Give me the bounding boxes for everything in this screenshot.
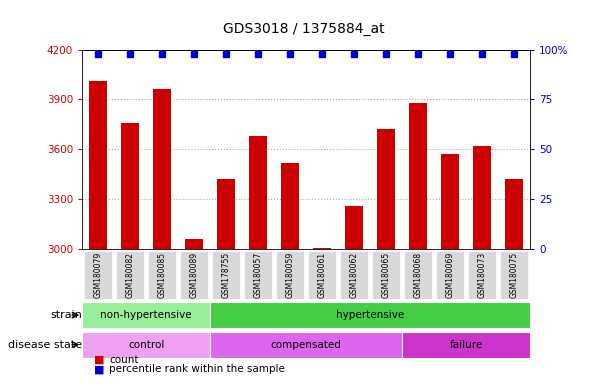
Text: GSM180085: GSM180085 <box>157 252 167 298</box>
FancyBboxPatch shape <box>276 251 304 299</box>
Text: failure: failure <box>449 339 483 350</box>
Text: GSM180082: GSM180082 <box>126 252 134 298</box>
Text: ■: ■ <box>94 364 105 374</box>
FancyBboxPatch shape <box>402 332 530 358</box>
Text: GSM180065: GSM180065 <box>382 252 391 298</box>
Text: control: control <box>128 339 164 350</box>
Point <box>189 50 199 56</box>
FancyBboxPatch shape <box>212 251 240 299</box>
FancyBboxPatch shape <box>340 251 368 299</box>
Text: strain: strain <box>50 310 82 320</box>
Text: GSM180069: GSM180069 <box>446 252 455 298</box>
Text: GSM178755: GSM178755 <box>221 252 230 298</box>
Text: GSM180089: GSM180089 <box>190 252 199 298</box>
Bar <box>441 154 459 249</box>
FancyBboxPatch shape <box>180 251 208 299</box>
Text: GSM180073: GSM180073 <box>478 252 486 298</box>
Text: GSM180068: GSM180068 <box>413 252 423 298</box>
Text: GSM180079: GSM180079 <box>94 252 103 298</box>
Point <box>285 50 295 56</box>
Bar <box>313 248 331 249</box>
FancyBboxPatch shape <box>372 251 400 299</box>
Point <box>510 50 519 56</box>
Bar <box>121 123 139 249</box>
Bar <box>474 146 491 249</box>
Bar <box>249 136 267 249</box>
Point <box>413 50 423 56</box>
Text: disease state: disease state <box>8 339 82 350</box>
Point <box>445 50 455 56</box>
Bar <box>505 179 523 249</box>
FancyBboxPatch shape <box>210 332 402 358</box>
FancyBboxPatch shape <box>244 251 272 299</box>
FancyBboxPatch shape <box>436 251 465 299</box>
FancyBboxPatch shape <box>116 251 144 299</box>
Bar <box>89 81 107 249</box>
FancyBboxPatch shape <box>82 302 210 328</box>
Text: ■: ■ <box>94 355 105 365</box>
Bar <box>345 206 363 249</box>
FancyBboxPatch shape <box>468 251 496 299</box>
Text: GDS3018 / 1375884_at: GDS3018 / 1375884_at <box>223 22 385 36</box>
FancyBboxPatch shape <box>148 251 176 299</box>
Text: hypertensive: hypertensive <box>336 310 404 320</box>
Point <box>317 50 327 56</box>
Point <box>221 50 231 56</box>
Text: GSM180057: GSM180057 <box>254 252 263 298</box>
FancyBboxPatch shape <box>308 251 336 299</box>
Text: GSM180075: GSM180075 <box>510 252 519 298</box>
Point <box>125 50 135 56</box>
Text: GSM180062: GSM180062 <box>350 252 359 298</box>
Text: non-hypertensive: non-hypertensive <box>100 310 192 320</box>
Bar <box>378 129 395 249</box>
Point <box>381 50 391 56</box>
Bar <box>185 239 203 249</box>
Bar <box>282 163 299 249</box>
Point <box>349 50 359 56</box>
Bar <box>217 179 235 249</box>
FancyBboxPatch shape <box>82 332 210 358</box>
Point <box>254 50 263 56</box>
Point <box>93 50 103 56</box>
Bar <box>153 89 171 249</box>
Text: compensated: compensated <box>271 339 342 350</box>
Text: percentile rank within the sample: percentile rank within the sample <box>109 364 285 374</box>
Bar <box>409 103 427 249</box>
FancyBboxPatch shape <box>500 251 528 299</box>
Text: count: count <box>109 355 139 365</box>
Point <box>157 50 167 56</box>
Text: GSM180061: GSM180061 <box>317 252 326 298</box>
FancyBboxPatch shape <box>404 251 432 299</box>
FancyBboxPatch shape <box>84 251 112 299</box>
Point <box>477 50 487 56</box>
FancyBboxPatch shape <box>210 302 530 328</box>
Text: GSM180059: GSM180059 <box>286 252 295 298</box>
